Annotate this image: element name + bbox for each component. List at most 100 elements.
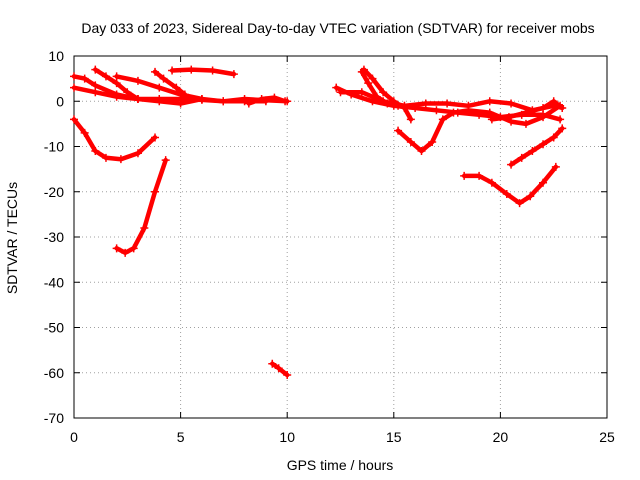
data-point [116, 155, 125, 164]
data-point [80, 128, 89, 137]
data-point [539, 140, 548, 149]
series-line [114, 157, 168, 256]
data-point [383, 99, 392, 108]
series-arc-7 [244, 93, 290, 108]
data-point [274, 364, 283, 373]
x-tick-label: 20 [493, 429, 509, 445]
data-point [336, 88, 345, 97]
data-point [187, 65, 196, 74]
data-point [91, 65, 100, 74]
data-point [389, 97, 398, 106]
data-point [487, 178, 496, 187]
x-axis-label: GPS time / hours [287, 457, 394, 473]
data-point [151, 67, 160, 76]
data-point [91, 81, 100, 90]
data-point [539, 113, 548, 122]
x-tick-label: 5 [177, 429, 185, 445]
data-point [368, 74, 377, 83]
data-point [485, 108, 494, 117]
y-axis-label: SDTVAR / TECUs [4, 182, 20, 294]
data-point [507, 117, 516, 126]
data-point [172, 83, 181, 92]
data-point [549, 97, 558, 106]
series-line [270, 361, 290, 378]
data-point [112, 244, 121, 253]
data-point [101, 153, 110, 162]
data-point [521, 108, 530, 117]
data-point [432, 106, 441, 115]
x-tick-label: 10 [279, 429, 295, 445]
data-point [91, 147, 100, 156]
data-point [507, 99, 516, 108]
series-arc-16 [507, 124, 567, 169]
data-point [155, 97, 164, 106]
data-point [133, 76, 142, 85]
data-point [208, 66, 217, 75]
data-point [517, 153, 526, 162]
data-point [176, 99, 185, 108]
y-tick-label: -60 [44, 365, 64, 381]
data-point [558, 104, 567, 113]
data-point [155, 83, 164, 92]
data-point [460, 171, 469, 180]
data-point [123, 88, 132, 97]
data-point [526, 192, 535, 201]
data-point [539, 178, 548, 187]
series-arc-10 [268, 359, 292, 380]
data-point [504, 113, 513, 122]
data-point [244, 99, 253, 108]
data-point [121, 248, 130, 257]
data-point [406, 115, 415, 124]
data-point [485, 97, 494, 106]
data-point [219, 97, 228, 106]
data-point [400, 104, 409, 113]
data-point [281, 97, 290, 106]
data-point [151, 187, 160, 196]
data-point [428, 137, 437, 146]
data-point [133, 149, 142, 158]
series-arc-5 [151, 67, 189, 99]
x-tick-label: 15 [386, 429, 402, 445]
data-point [475, 171, 484, 180]
data-point [91, 88, 100, 97]
data-point [556, 115, 565, 124]
series-arc-17 [460, 162, 560, 208]
series-line [361, 67, 414, 122]
data-point [421, 99, 430, 108]
data-point [417, 147, 426, 156]
data-point [70, 83, 78, 92]
data-point [168, 66, 177, 75]
data-point [159, 74, 168, 83]
series-line [246, 95, 288, 106]
data-point [394, 126, 403, 135]
data-point [558, 124, 567, 133]
data-point [133, 94, 142, 103]
axis-ticks: 0 5 10 15 20 25 10 0 -10 -20 -30 -40 -50 -60 -70 [44, 48, 615, 445]
y-tick-label: -50 [44, 320, 64, 336]
series-arc-18 [487, 97, 567, 124]
data-point [464, 106, 473, 115]
data-point [270, 93, 279, 102]
data-point [161, 156, 170, 165]
data-point [406, 137, 415, 146]
series-line [152, 69, 188, 97]
y-tick-label: -20 [44, 184, 64, 200]
data-point [379, 88, 388, 97]
data-point [359, 65, 368, 74]
y-tick-label: -70 [44, 410, 64, 426]
series-line [461, 164, 559, 206]
data-point [332, 83, 341, 92]
data-point [539, 104, 548, 113]
data-point [487, 115, 496, 124]
data-point [507, 160, 516, 169]
series-arc-4 [112, 72, 206, 103]
data-point [528, 147, 537, 156]
data-point [268, 359, 277, 368]
chart-title: Day 033 of 2023, Sidereal Day-to-day VTE… [81, 20, 594, 36]
data-point [112, 92, 121, 101]
series-line [169, 67, 237, 77]
series-line [395, 103, 563, 154]
data-point [438, 115, 447, 124]
data-point [101, 72, 110, 81]
data-point [80, 74, 89, 83]
